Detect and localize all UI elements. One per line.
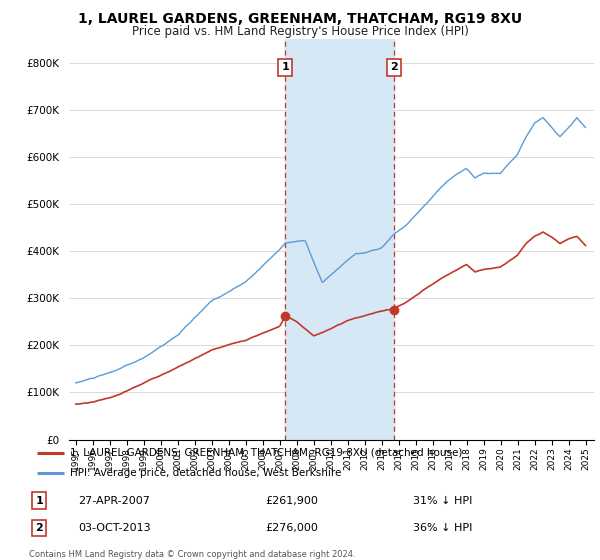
Text: 2: 2	[35, 524, 43, 533]
Text: Price paid vs. HM Land Registry's House Price Index (HPI): Price paid vs. HM Land Registry's House …	[131, 25, 469, 38]
Text: 1, LAUREL GARDENS, GREENHAM, THATCHAM, RG19 8XU (detached house): 1, LAUREL GARDENS, GREENHAM, THATCHAM, R…	[70, 448, 462, 458]
Text: 1: 1	[35, 496, 43, 506]
Text: Contains HM Land Registry data © Crown copyright and database right 2024.
This d: Contains HM Land Registry data © Crown c…	[29, 550, 355, 560]
Text: 1: 1	[281, 63, 289, 72]
Text: 27-APR-2007: 27-APR-2007	[78, 496, 150, 506]
Text: 31% ↓ HPI: 31% ↓ HPI	[413, 496, 472, 506]
Text: 36% ↓ HPI: 36% ↓ HPI	[413, 524, 472, 533]
Text: 03-OCT-2013: 03-OCT-2013	[78, 524, 151, 533]
Bar	[285, 39, 394, 440]
Text: HPI: Average price, detached house, West Berkshire: HPI: Average price, detached house, West…	[70, 468, 341, 478]
Text: £276,000: £276,000	[265, 524, 318, 533]
Text: 1, LAUREL GARDENS, GREENHAM, THATCHAM, RG19 8XU: 1, LAUREL GARDENS, GREENHAM, THATCHAM, R…	[78, 12, 522, 26]
Text: 2: 2	[391, 63, 398, 72]
Text: £261,900: £261,900	[265, 496, 318, 506]
